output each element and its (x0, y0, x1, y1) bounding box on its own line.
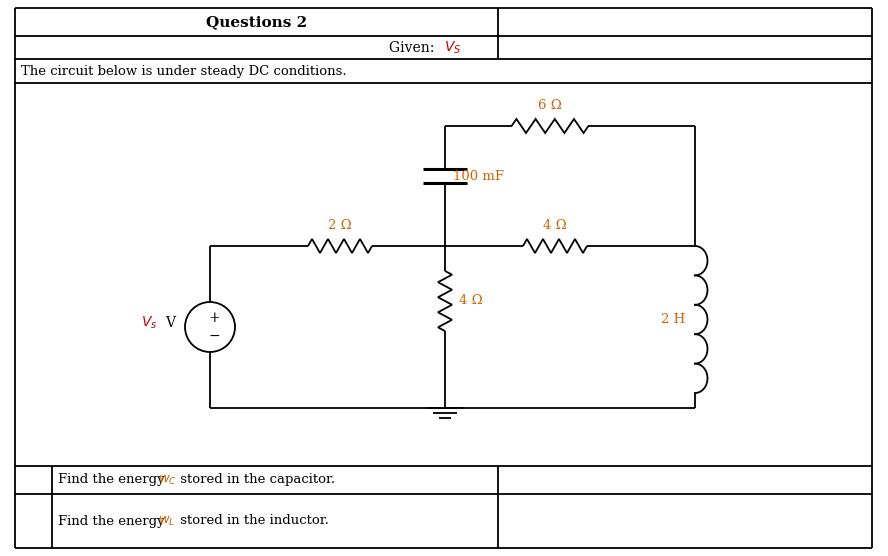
Text: $V_s$: $V_s$ (140, 315, 157, 331)
Text: $w_C$: $w_C$ (158, 474, 178, 486)
Text: 2 Ω: 2 Ω (329, 219, 352, 232)
Text: 4 Ω: 4 Ω (459, 295, 482, 307)
Text: Find the energy: Find the energy (58, 474, 169, 486)
Text: +: + (208, 311, 220, 325)
Text: V: V (165, 316, 175, 330)
Text: Given:: Given: (389, 41, 443, 54)
Text: $w_L$: $w_L$ (158, 514, 176, 528)
Text: stored in the capacitor.: stored in the capacitor. (176, 474, 335, 486)
Text: $V_S$: $V_S$ (443, 39, 461, 56)
Text: Find the energy: Find the energy (58, 514, 169, 528)
Text: 100 mF: 100 mF (453, 170, 504, 182)
Text: stored in the inductor.: stored in the inductor. (176, 514, 329, 528)
Text: −: − (208, 329, 220, 343)
Text: Questions 2: Questions 2 (206, 15, 307, 29)
Text: 4 Ω: 4 Ω (543, 219, 567, 232)
Text: 2 H: 2 H (661, 313, 685, 326)
Text: 6 Ω: 6 Ω (538, 99, 562, 112)
Text: The circuit below is under steady DC conditions.: The circuit below is under steady DC con… (21, 64, 346, 77)
